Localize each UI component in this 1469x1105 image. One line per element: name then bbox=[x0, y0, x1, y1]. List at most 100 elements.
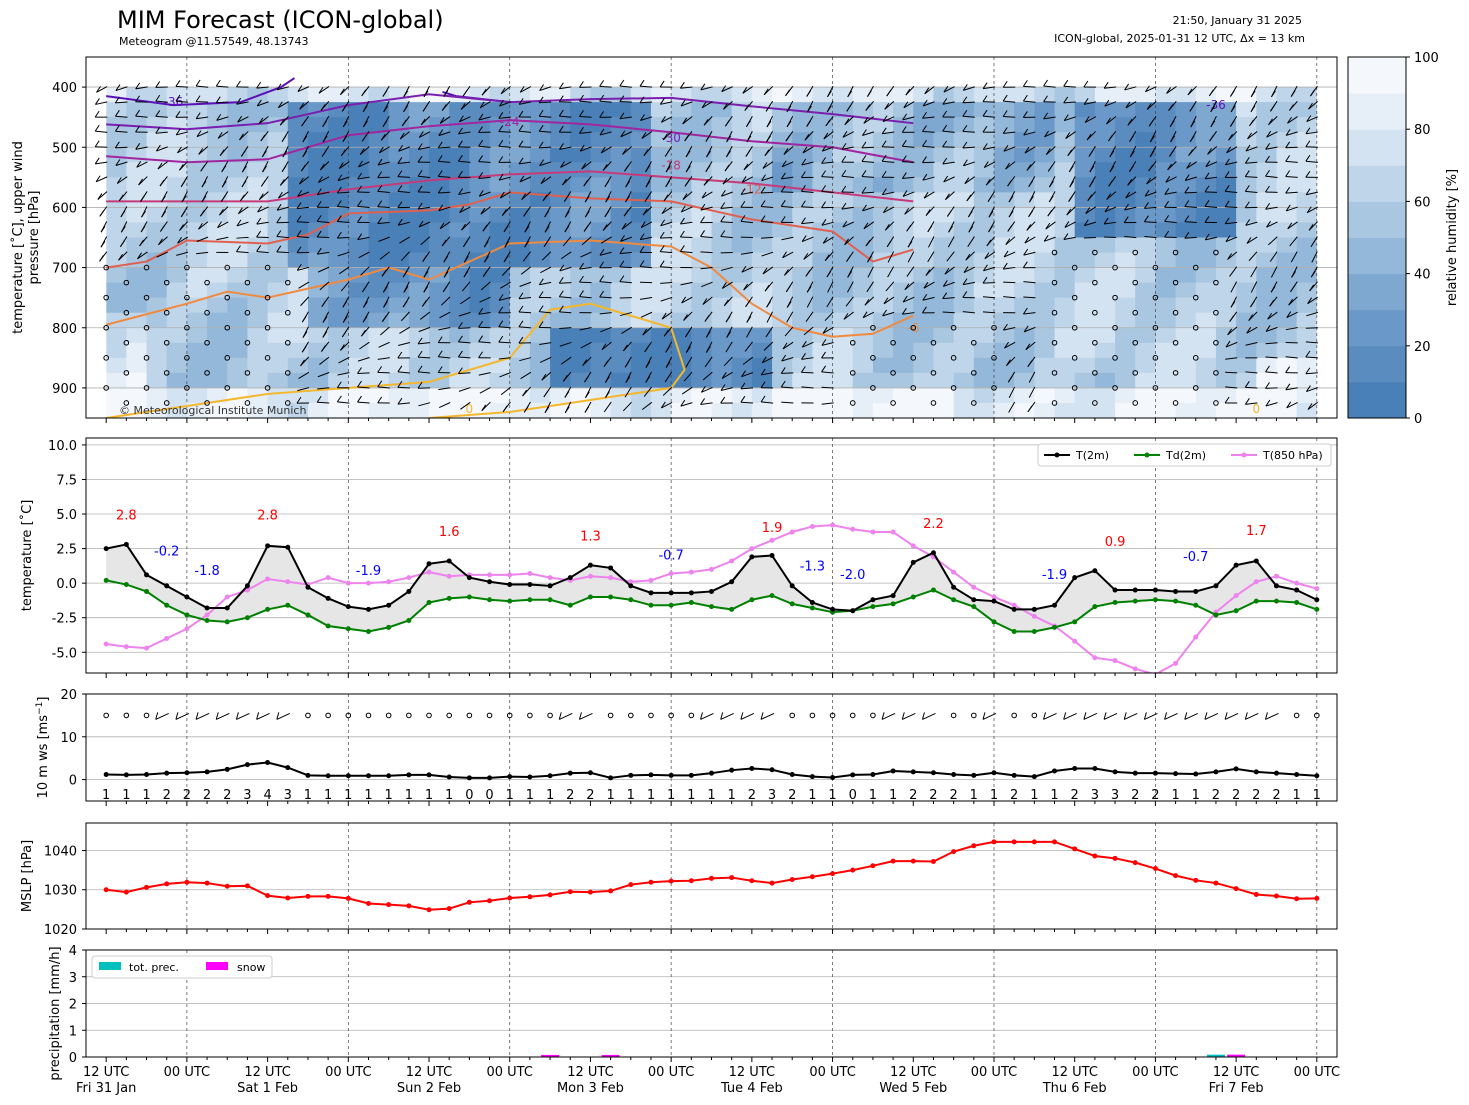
wind-barb-icon bbox=[821, 176, 834, 178]
wind-barb-icon bbox=[1287, 222, 1293, 230]
calm-wind-icon bbox=[627, 712, 634, 719]
humidity-cell bbox=[1115, 267, 1136, 284]
humidity-cell bbox=[1175, 117, 1197, 133]
wind-panel bbox=[86, 694, 1337, 801]
humidity-cell bbox=[529, 237, 551, 254]
humidity-cell bbox=[267, 132, 289, 148]
humidity-cell bbox=[529, 282, 551, 299]
wind-barb-icon bbox=[639, 246, 645, 253]
humidity-cell bbox=[1215, 297, 1237, 314]
humidity-cell bbox=[913, 147, 934, 163]
wind-barb-icon bbox=[239, 133, 244, 141]
wind-barb-icon bbox=[579, 110, 584, 117]
series-point bbox=[1072, 575, 1078, 581]
series-point bbox=[971, 597, 977, 603]
temperature-legend: T(2m) Td(2m) T(850 hPa) bbox=[1037, 443, 1332, 467]
wind-barb-icon bbox=[585, 391, 590, 398]
wind-barbs bbox=[94, 79, 1319, 414]
wind-barb-icon bbox=[1025, 341, 1036, 351]
humidity-cell bbox=[772, 282, 793, 299]
wind-barb-icon bbox=[1305, 341, 1318, 344]
humidity-cell bbox=[731, 147, 753, 163]
wind-barb-icon bbox=[1144, 191, 1157, 197]
y-tick-label: 900 bbox=[52, 382, 77, 397]
wind-barb-icon bbox=[341, 330, 347, 338]
wind-value-label: 2 bbox=[566, 788, 574, 803]
humidity-cell bbox=[610, 267, 632, 284]
humidity-cell bbox=[449, 117, 470, 133]
humidity-cell bbox=[933, 87, 955, 103]
wind-barb-icon bbox=[1184, 232, 1190, 239]
series-point bbox=[688, 600, 694, 605]
humidity-cell bbox=[328, 267, 349, 284]
wind-barb-icon bbox=[1285, 356, 1298, 359]
wind-barb-icon bbox=[1227, 328, 1233, 336]
wind-barb-icon bbox=[619, 281, 632, 284]
wind-barb-icon bbox=[498, 320, 504, 327]
wind-barb-icon bbox=[943, 175, 949, 183]
wind-barb-icon bbox=[902, 191, 915, 197]
wind-barb-icon bbox=[785, 89, 790, 97]
humidity-cell bbox=[126, 342, 148, 359]
wind-barb-icon bbox=[1144, 221, 1157, 224]
calm-wind-icon bbox=[163, 309, 170, 316]
wind-barb-icon bbox=[1204, 176, 1218, 180]
wind-barb-icon bbox=[786, 105, 792, 113]
x-tick-date-label: Fri 31 Jan bbox=[76, 1081, 136, 1096]
humidity-cell bbox=[1195, 357, 1217, 374]
series-point bbox=[830, 774, 836, 780]
wind-barb-icon bbox=[604, 210, 610, 218]
wind-barb-icon bbox=[945, 193, 950, 200]
wind-barb-icon bbox=[741, 370, 746, 377]
humidity-cell bbox=[933, 387, 955, 404]
series-point bbox=[184, 612, 190, 618]
wind-barb-icon bbox=[760, 395, 766, 403]
series-point bbox=[809, 874, 815, 880]
wind-barb-icon bbox=[1043, 712, 1057, 720]
wind-barb-icon bbox=[1287, 117, 1292, 124]
wind-barb-icon bbox=[559, 115, 572, 118]
humidity-cell bbox=[1074, 207, 1096, 223]
wind-barb-icon bbox=[579, 144, 585, 152]
wind-barb-icon bbox=[479, 101, 485, 109]
humidity-cell bbox=[893, 418, 914, 434]
humidity-cell bbox=[1094, 102, 1116, 118]
calm-wind-icon bbox=[264, 264, 271, 271]
wind-barb-icon bbox=[803, 253, 809, 260]
wind-barb-icon bbox=[867, 255, 872, 263]
wind-barb-icon bbox=[383, 105, 389, 113]
calm-wind-icon bbox=[163, 400, 170, 406]
humidity-cell bbox=[429, 207, 450, 223]
extremum-label: 2.8 bbox=[116, 509, 137, 524]
wind-barb-icon bbox=[195, 112, 201, 119]
humidity-cell bbox=[550, 222, 571, 238]
humidity-cell bbox=[1074, 102, 1096, 118]
wind-barb-icon bbox=[421, 300, 427, 307]
series-point bbox=[1213, 769, 1219, 775]
humidity-cell bbox=[328, 357, 349, 374]
wind-barb-icon bbox=[1285, 186, 1291, 194]
series-point bbox=[769, 537, 775, 543]
wind-barb-icon bbox=[523, 406, 529, 413]
humidity-cell bbox=[529, 207, 551, 223]
calm-wind-icon bbox=[1031, 712, 1038, 719]
humidity-cell bbox=[1054, 87, 1076, 103]
wind-barb-icon bbox=[1266, 130, 1272, 138]
wind-barb-icon bbox=[484, 256, 489, 263]
wind-barb-icon bbox=[99, 210, 105, 217]
humidity-cell bbox=[751, 237, 773, 254]
wind-value-label: 1 bbox=[445, 788, 453, 803]
humidity-cell bbox=[752, 418, 773, 434]
humidity-cell bbox=[1155, 372, 1177, 389]
wind-barb-icon bbox=[922, 130, 935, 133]
humidity-cell bbox=[388, 252, 410, 269]
humidity-cell bbox=[328, 387, 349, 404]
wind-barb-icon bbox=[1246, 236, 1258, 244]
calm-wind-icon bbox=[950, 324, 957, 331]
humidity-cell bbox=[207, 327, 228, 344]
wind-barb-icon bbox=[559, 86, 572, 90]
wind-barb-icon bbox=[538, 110, 544, 117]
wind-barb-icon bbox=[1285, 160, 1298, 163]
calm-wind-icon bbox=[1152, 264, 1159, 271]
humidity-cell bbox=[166, 147, 188, 163]
